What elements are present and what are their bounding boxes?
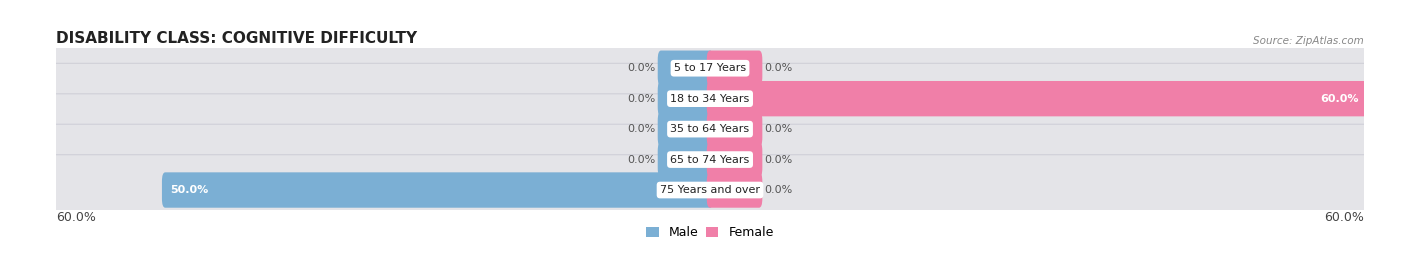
Text: 0.0%: 0.0% xyxy=(765,124,793,134)
Text: 60.0%: 60.0% xyxy=(56,211,96,224)
Text: DISABILITY CLASS: COGNITIVE DIFFICULTY: DISABILITY CLASS: COGNITIVE DIFFICULTY xyxy=(56,31,418,46)
FancyBboxPatch shape xyxy=(707,111,762,147)
FancyBboxPatch shape xyxy=(48,33,1372,104)
FancyBboxPatch shape xyxy=(658,111,713,147)
FancyBboxPatch shape xyxy=(707,142,762,177)
FancyBboxPatch shape xyxy=(707,51,762,86)
FancyBboxPatch shape xyxy=(48,124,1372,195)
Text: Source: ZipAtlas.com: Source: ZipAtlas.com xyxy=(1253,36,1364,46)
FancyBboxPatch shape xyxy=(658,142,713,177)
FancyBboxPatch shape xyxy=(162,172,713,208)
Text: 0.0%: 0.0% xyxy=(627,155,655,165)
FancyBboxPatch shape xyxy=(48,63,1372,134)
Legend: Male, Female: Male, Female xyxy=(647,226,773,239)
Text: 18 to 34 Years: 18 to 34 Years xyxy=(671,94,749,104)
Text: 50.0%: 50.0% xyxy=(170,185,209,195)
Text: 5 to 17 Years: 5 to 17 Years xyxy=(673,63,747,73)
FancyBboxPatch shape xyxy=(707,172,762,208)
Text: 0.0%: 0.0% xyxy=(765,155,793,165)
Text: 65 to 74 Years: 65 to 74 Years xyxy=(671,155,749,165)
Text: 0.0%: 0.0% xyxy=(627,94,655,104)
Text: 0.0%: 0.0% xyxy=(627,124,655,134)
FancyBboxPatch shape xyxy=(48,94,1372,164)
FancyBboxPatch shape xyxy=(658,51,713,86)
Text: 0.0%: 0.0% xyxy=(627,63,655,73)
Text: 60.0%: 60.0% xyxy=(1320,94,1358,104)
FancyBboxPatch shape xyxy=(658,81,713,116)
Text: 0.0%: 0.0% xyxy=(765,63,793,73)
Text: 60.0%: 60.0% xyxy=(1324,211,1364,224)
Text: 0.0%: 0.0% xyxy=(765,185,793,195)
FancyBboxPatch shape xyxy=(707,81,1367,116)
FancyBboxPatch shape xyxy=(48,155,1372,225)
Text: 35 to 64 Years: 35 to 64 Years xyxy=(671,124,749,134)
Text: 75 Years and over: 75 Years and over xyxy=(659,185,761,195)
